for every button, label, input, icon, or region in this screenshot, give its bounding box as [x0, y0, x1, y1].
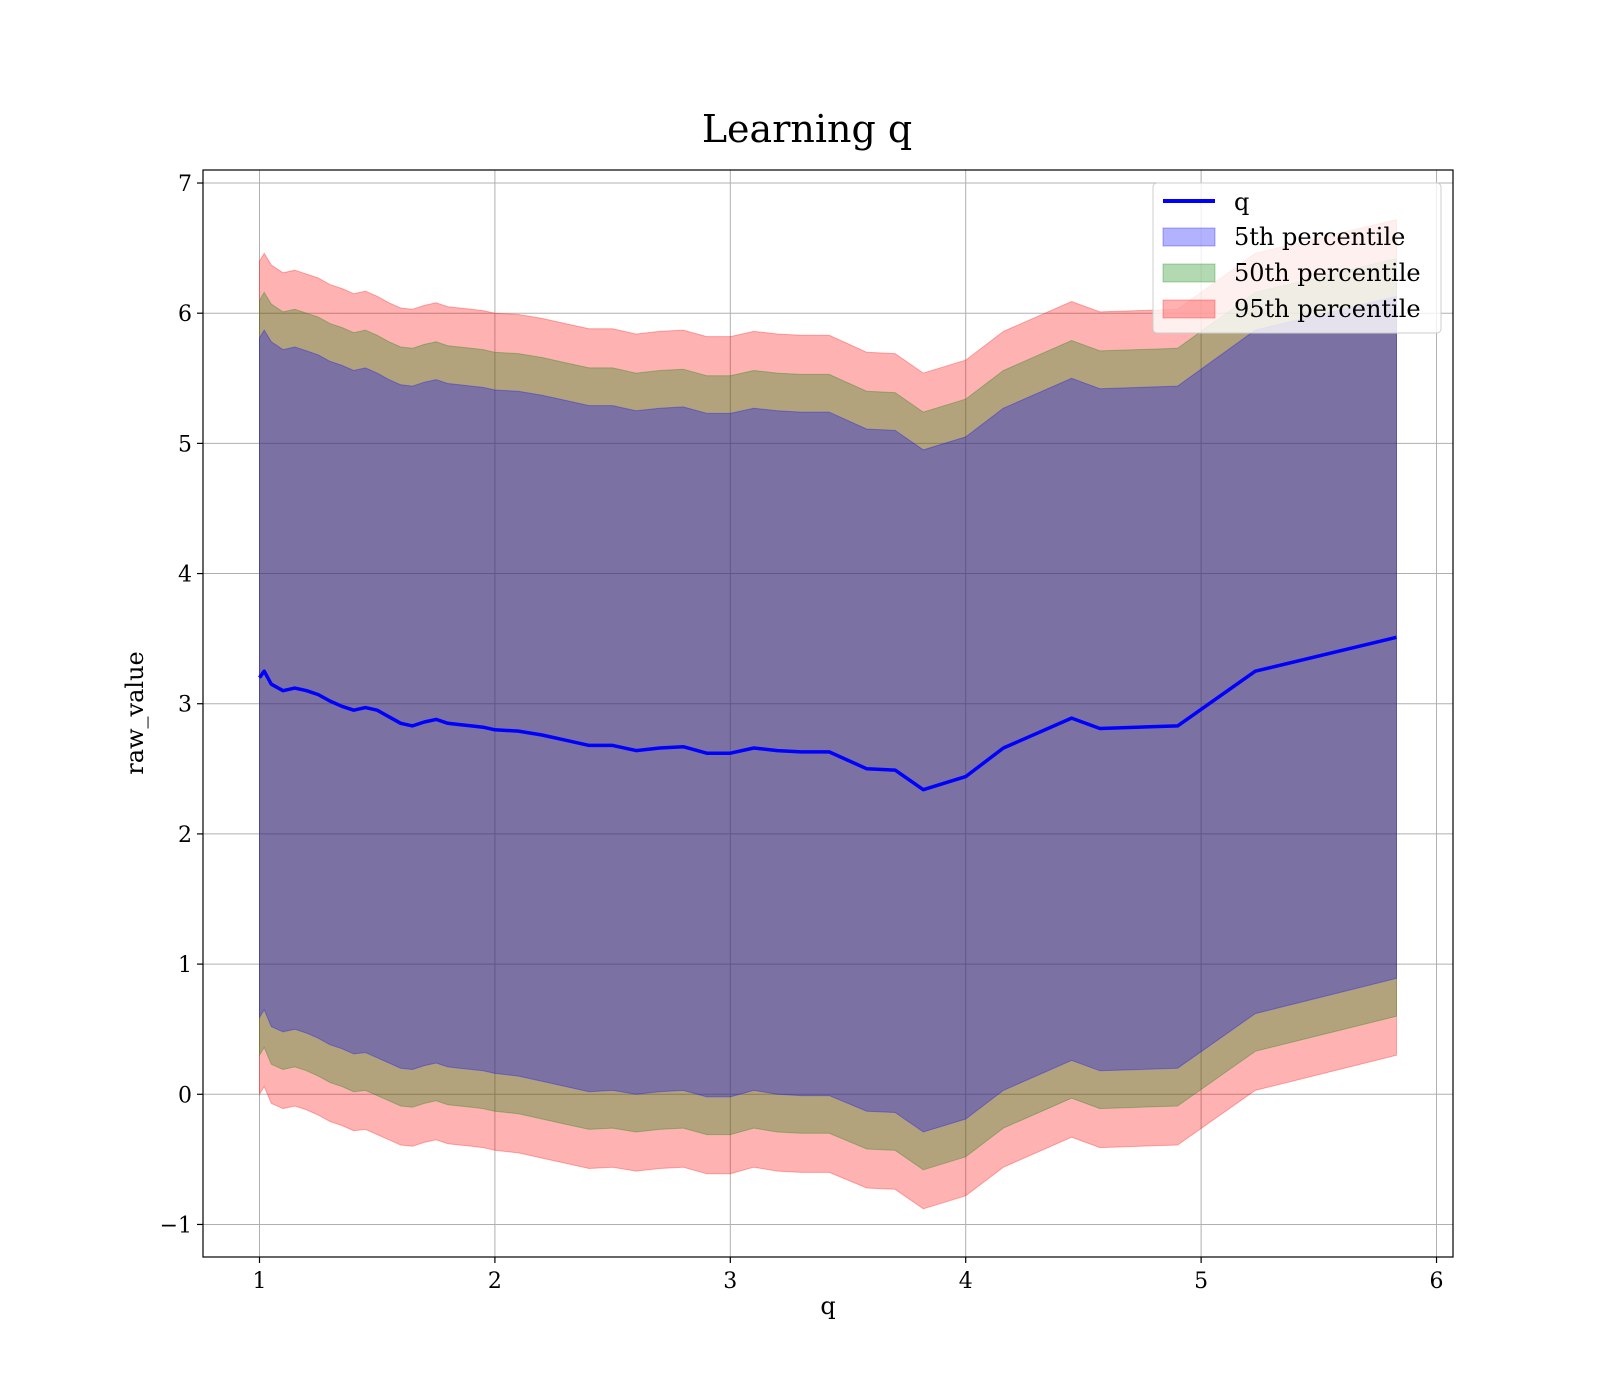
series-line-q [258, 635, 1397, 792]
x-tick-label: 5 [1194, 1269, 1208, 1294]
legend-swatch-5th [1162, 227, 1216, 247]
x-axis-ticks: 1 2 3 4 5 6 [252, 1257, 1444, 1294]
y-tick-label: 0 [178, 1083, 192, 1108]
legend-box [1152, 182, 1442, 334]
legend-label-95th: 95th percentile [1234, 295, 1421, 323]
legend-swatch-50th [1162, 263, 1216, 283]
legend: q 5th percentile 50th percentile 95th pe… [1152, 182, 1442, 334]
chart-title: Learning q [702, 107, 912, 151]
x-tick-label: 2 [488, 1269, 502, 1294]
band-95th-percentile [259, 218, 1397, 1210]
band-5th-percentile [259, 295, 1397, 1133]
y-axis-label: raw_value [121, 651, 149, 775]
x-tick-label: 3 [723, 1269, 737, 1294]
y-tick-label: −1 [160, 1213, 192, 1238]
band-50th-percentile [259, 257, 1397, 1171]
legend-label-q: q [1234, 188, 1249, 216]
y-tick-label: 1 [178, 953, 192, 978]
y-tick-label: 4 [178, 563, 192, 588]
y-tick-label: 2 [178, 823, 192, 848]
y-tick-label: 7 [178, 172, 192, 197]
x-tick-label: 1 [252, 1269, 266, 1294]
y-tick-label: 6 [178, 302, 192, 327]
y-tick-label: 5 [178, 432, 192, 457]
x-tick-label: 6 [1430, 1269, 1444, 1294]
y-axis-ticks: −1 0 1 2 3 4 5 6 7 [160, 172, 203, 1238]
plot-frame [202, 169, 1454, 1258]
x-axis-label: q [820, 1292, 835, 1320]
legend-label-5th: 5th percentile [1234, 223, 1405, 251]
legend-label-50th: 50th percentile [1234, 259, 1421, 287]
y-tick-label: 3 [178, 693, 192, 718]
percentile-bands [259, 218, 1397, 1210]
legend-swatch-95th [1162, 299, 1216, 319]
x-tick-label: 4 [959, 1269, 973, 1294]
series-lines [258, 635, 1397, 792]
